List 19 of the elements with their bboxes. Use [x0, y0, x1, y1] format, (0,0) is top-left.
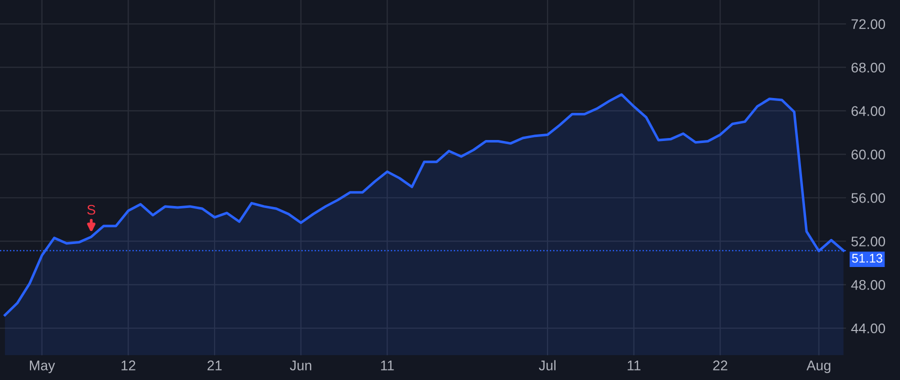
- y-tick-label: 52.00: [851, 236, 886, 246]
- y-tick-label: 72.00: [852, 19, 886, 30]
- x-tick-label: 12: [122, 360, 136, 370]
- x-tick-label: 11: [381, 360, 394, 370]
- annotation: S: [87, 204, 96, 215]
- x-tick-label: May: [30, 360, 56, 374]
- x-tick-label: 22: [713, 360, 728, 370]
- x-tick-label: 11: [628, 360, 640, 370]
- x-tick-label: Jun: [290, 360, 312, 370]
- x-tick-label: 21: [208, 360, 222, 370]
- y-tick-label: 60.00: [852, 150, 886, 160]
- y-tick-label: 64.00: [852, 106, 886, 116]
- ref-line-label: 51.13: [852, 254, 882, 263]
- x-tick-label: Jul: [538, 360, 556, 370]
- x-tick-label: Aug: [806, 360, 830, 374]
- y-tick-label: 44.00: [851, 323, 886, 334]
- y-tick-label: 56.00: [851, 193, 886, 203]
- y-tick-label: 68.00: [852, 62, 886, 73]
- y-tick-label: 48.00: [851, 280, 886, 290]
